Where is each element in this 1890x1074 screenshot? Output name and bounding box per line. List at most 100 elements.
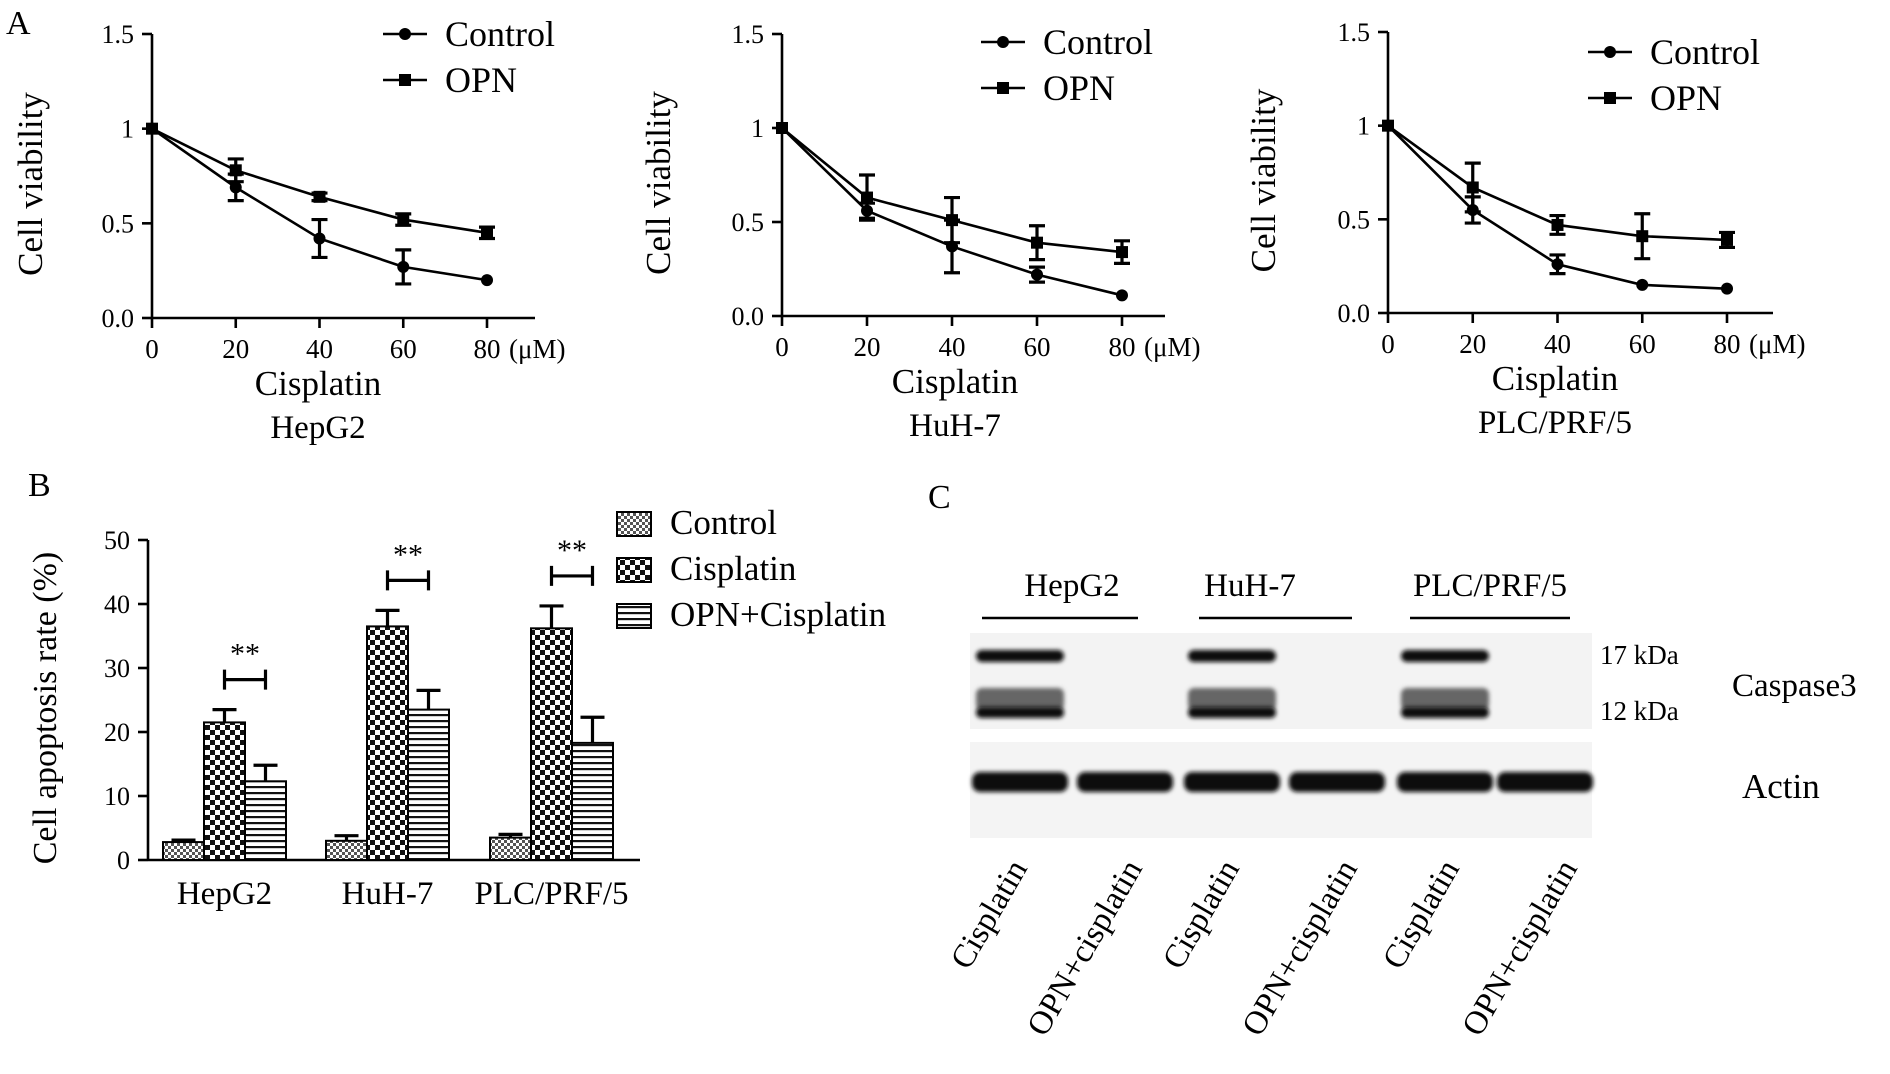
bar — [489, 836, 532, 861]
x-tick-label: 60 — [390, 334, 417, 364]
data-point — [1551, 258, 1564, 271]
actin-band — [1289, 772, 1385, 792]
legend-label: Control — [445, 14, 555, 54]
bar — [162, 841, 205, 862]
error-bar — [375, 608, 400, 627]
legend-label: Control — [1043, 22, 1153, 62]
bar-group-2: HuH-7 ** — [325, 538, 450, 912]
line-chart-2: 0.0 0.5 1 1.5 0 20 40 60 80 (μM) Cisplatin HuH-7 Cel… — [639, 20, 1200, 444]
data-point — [1031, 268, 1043, 281]
x-tick-label: 0 — [145, 334, 159, 364]
line-chart-3: 0.0 0.5 1 1.5 0 20 40 60 80 (μM) Cisplatin PLC/PRF/… — [1244, 18, 1805, 441]
x-tick-label: 60 — [1629, 329, 1656, 359]
x-axis-title: Cisplatin — [892, 362, 1018, 401]
legend-marker — [1604, 46, 1616, 58]
data-point — [1721, 282, 1733, 295]
x-tick-label: 80 — [1109, 332, 1136, 362]
x-unit-label: (μM) — [1749, 329, 1805, 359]
legend-label: OPN — [445, 60, 517, 100]
category-label: PLC/PRF/5 — [474, 876, 628, 912]
error-bar — [212, 708, 237, 723]
x-tick-label: 20 — [854, 332, 881, 362]
bar — [366, 625, 409, 862]
blot-bands — [972, 650, 1593, 792]
actin-band — [1184, 772, 1280, 792]
series-opn: OPN — [776, 68, 1130, 265]
significance-label: ** — [230, 638, 260, 671]
y-tick-label: 0 — [117, 846, 130, 875]
x-tick-label: 0 — [1381, 329, 1395, 359]
caspase3-12kda-band — [976, 707, 1064, 718]
y-tick-label: 40 — [104, 590, 130, 619]
error-bar — [253, 763, 278, 782]
caspase3-17kda-band — [976, 650, 1064, 662]
data-point — [1721, 233, 1733, 246]
significance-bracket — [385, 570, 431, 591]
y-tick-label: 1 — [751, 114, 764, 143]
y-tick-label: 30 — [104, 654, 130, 683]
bar-group-1: HepG2 ** — [162, 638, 287, 912]
legend-marker — [399, 74, 411, 86]
data-point — [1466, 181, 1479, 194]
data-point — [1382, 119, 1394, 132]
lane-label: OPN+cisplatin — [1456, 854, 1585, 1042]
y-tick-label: 1 — [121, 115, 134, 144]
actin-band — [1077, 772, 1173, 792]
marker-17kda: 17 kDa — [1600, 640, 1679, 670]
lane-label: OPN+cisplatin — [1236, 854, 1365, 1042]
blot-group-headers: HepG2 HuH-7 PLC/PRF/5 — [982, 568, 1570, 620]
y-tick-label: 1 — [1357, 112, 1370, 141]
legend-label: Control — [1650, 32, 1760, 72]
lane-label: OPN+cisplatin — [1021, 854, 1150, 1042]
data-point — [229, 181, 242, 194]
error-bar — [539, 604, 564, 629]
y-tick-label: 1.5 — [102, 20, 135, 49]
blot-group-label: PLC/PRF/5 — [1413, 568, 1567, 604]
data-point — [1116, 289, 1128, 302]
y-tick-label: 0.5 — [102, 209, 135, 238]
data-point — [776, 122, 788, 134]
data-point — [1551, 218, 1564, 231]
lane-label: Cisplatin — [1376, 854, 1467, 975]
x-axis-title: Cisplatin — [255, 364, 381, 403]
series-line — [151, 127, 488, 235]
category-label: HuH-7 — [342, 876, 434, 912]
bar — [571, 741, 614, 862]
y-tick-label: 10 — [104, 782, 130, 811]
data-point — [481, 274, 493, 287]
legend-marker — [1604, 92, 1616, 104]
bar — [244, 780, 287, 862]
x-tick-label: 20 — [1459, 329, 1486, 359]
blot-group-label: HepG2 — [1024, 568, 1119, 604]
x-tick-label: 80 — [1714, 329, 1741, 359]
panel-label-b: B — [28, 467, 51, 504]
y-axis-title: Cell viability — [11, 92, 50, 276]
data-point — [1636, 230, 1649, 243]
panel-label-a: A — [6, 5, 31, 42]
x-tick-label: 20 — [222, 334, 249, 364]
y-tick-label: 0.0 — [732, 302, 765, 331]
bar — [325, 839, 368, 861]
significance-bracket — [222, 669, 268, 690]
y-tick-label: 0.0 — [1338, 299, 1371, 328]
legend-label: OPN — [1650, 78, 1722, 118]
line-chart-1: 0.0 0.5 1 1.5 0 20 40 60 80 (μM) Cisplatin HepG2 Cel… — [11, 14, 565, 446]
legend-marker — [399, 28, 411, 40]
legend-marker — [997, 36, 1009, 48]
bar-chart: 0 10 20 30 40 50 Cell apoptosis rate (%) HepG2 *… — [27, 503, 886, 912]
caspase3-12kda-band — [1401, 707, 1489, 718]
legend-marker — [997, 82, 1009, 94]
caspase3-17kda-band — [1401, 650, 1489, 662]
bar — [203, 721, 246, 862]
x-unit-label: (μM) — [509, 334, 565, 364]
x-unit-label: (μM) — [1144, 332, 1200, 362]
x-tick-label: 0 — [775, 332, 789, 362]
marker-12kda: 12 kDa — [1600, 696, 1679, 726]
data-point — [313, 190, 326, 203]
chart-title: HepG2 — [270, 410, 365, 446]
legend-swatch — [616, 603, 652, 629]
error-bar — [416, 688, 441, 710]
line-charts: 0.0 0.5 1 1.5 0 20 40 60 80 (μM) Cisplatin HepG2 Cel… — [11, 14, 1805, 446]
data-point — [481, 226, 493, 239]
